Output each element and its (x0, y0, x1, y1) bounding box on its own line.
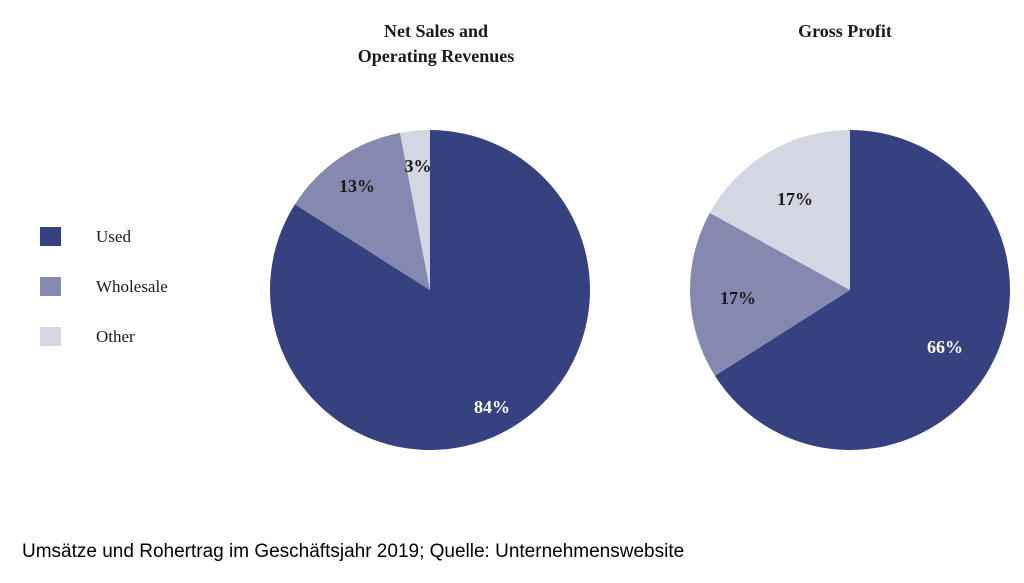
pie-slice-other (400, 130, 430, 290)
slice-label-wholesale: 17% (720, 288, 756, 308)
pie-slice-wholesale (294, 132, 430, 290)
legend: Used Wholesale Other (40, 227, 168, 346)
slice-label-wholesale: 13% (339, 176, 375, 196)
chart-title-line: Operating Revenues (358, 46, 515, 66)
pie-slice-wholesale (690, 212, 850, 376)
legend-swatch-wholesale (40, 277, 61, 296)
slice-label-other: 3% (405, 156, 432, 176)
net-sales-pie-chart: Net Sales and Operating Revenues 84% 13% 3% (270, 21, 591, 450)
legend-swatch-used (40, 227, 61, 246)
pie-slice-used (270, 130, 591, 450)
slice-label-other: 17% (777, 189, 813, 209)
slice-label-used: 66% (927, 337, 963, 357)
legend-label-used: Used (96, 227, 131, 246)
legend-label-wholesale: Wholesale (96, 277, 168, 296)
pie-slice-used (714, 130, 1010, 450)
legend-swatch-other (40, 327, 61, 346)
chart-title-line: Gross Profit (798, 21, 892, 41)
pie-slice-other (709, 130, 850, 290)
legend-label-other: Other (96, 327, 135, 346)
slice-label-used: 84% (474, 397, 510, 417)
chart-title-line: Net Sales and (384, 21, 488, 41)
gross-profit-pie-chart: Gross Profit 66% 17% 17% (690, 21, 1010, 450)
figure-caption: Umsätze und Rohertrag im Geschäftsjahr 2… (22, 541, 685, 562)
